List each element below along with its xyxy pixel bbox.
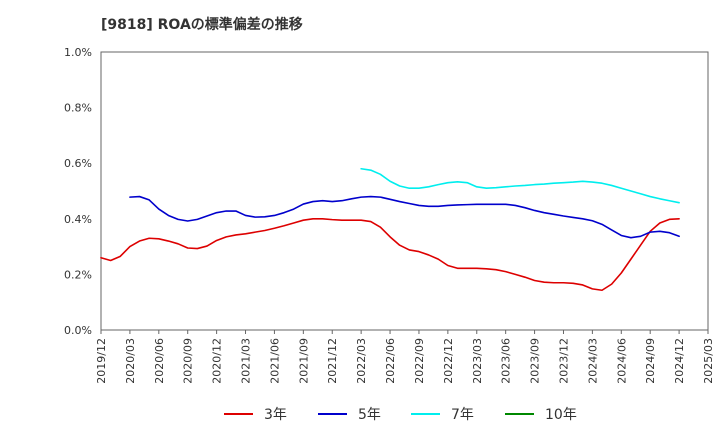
- x-tick-label: 2025/03: [702, 338, 715, 384]
- y-axis: 0.0% 0.2% 0.4% 0.6% 0.8% 1.0%: [64, 46, 92, 337]
- series-line-2: [129, 195, 680, 239]
- x-tick-label: 2022/06: [384, 338, 397, 384]
- y-tick-label: 0.8%: [64, 102, 92, 115]
- x-tick-label: 2023/06: [500, 338, 513, 384]
- x-axis: 2019/12 2020/03 2020/06 2020/09 2020/12 2021/…: [95, 330, 715, 384]
- legend-item-2: 5年: [318, 407, 381, 423]
- x-tick-label: 2020/12: [211, 338, 224, 384]
- chart-title: [9818] ROAの標準偏差の推移: [101, 17, 303, 33]
- legend-label: 10年: [545, 407, 577, 423]
- x-tick-label: 2023/03: [471, 338, 484, 384]
- x-tick-label: 2021/09: [297, 338, 310, 384]
- legend: 3年 5年 7年 10年: [224, 407, 577, 423]
- legend-label: 3年: [264, 407, 287, 423]
- x-tick-label: 2019/12: [95, 338, 108, 384]
- legend-item-4: 10年: [505, 407, 577, 423]
- series-line-3: [360, 167, 680, 204]
- x-tick-label: 2020/09: [182, 338, 195, 384]
- legend-item-1: 3年: [224, 407, 287, 423]
- x-tick-label: 2020/06: [153, 338, 166, 384]
- legend-label: 5年: [358, 407, 381, 423]
- x-tick-label: 2022/12: [442, 338, 455, 384]
- series-lines: [100, 167, 680, 292]
- x-tick-label: 2023/12: [557, 338, 570, 384]
- x-tick-label: 2024/09: [644, 338, 657, 384]
- y-tick-label: 0.2%: [64, 268, 92, 281]
- x-tick-label: 2023/09: [529, 338, 542, 384]
- y-tick-label: 1.0%: [64, 46, 92, 59]
- plot-frame: [100, 51, 709, 331]
- legend-label: 7年: [451, 407, 474, 423]
- y-tick-label: 0.6%: [64, 157, 92, 170]
- plot-border: [100, 51, 709, 331]
- x-tick-label: 2021/03: [240, 338, 253, 384]
- y-tick-label: 0.0%: [64, 324, 92, 337]
- x-tick-label: 2022/03: [355, 338, 368, 384]
- x-tick-label: 2024/06: [615, 338, 628, 384]
- x-tick-label: 2021/12: [326, 338, 339, 384]
- x-tick-label: 2024/12: [673, 338, 686, 384]
- y-tick-label: 0.4%: [64, 213, 92, 226]
- legend-item-3: 7年: [411, 407, 474, 423]
- plot-background: [101, 52, 708, 330]
- x-tick-label: 2022/09: [413, 338, 426, 384]
- x-tick-label: 2021/06: [268, 338, 281, 384]
- x-tick-label: 2024/03: [586, 338, 599, 384]
- x-tick-label: 2020/03: [124, 338, 137, 384]
- series-line-1: [100, 218, 680, 292]
